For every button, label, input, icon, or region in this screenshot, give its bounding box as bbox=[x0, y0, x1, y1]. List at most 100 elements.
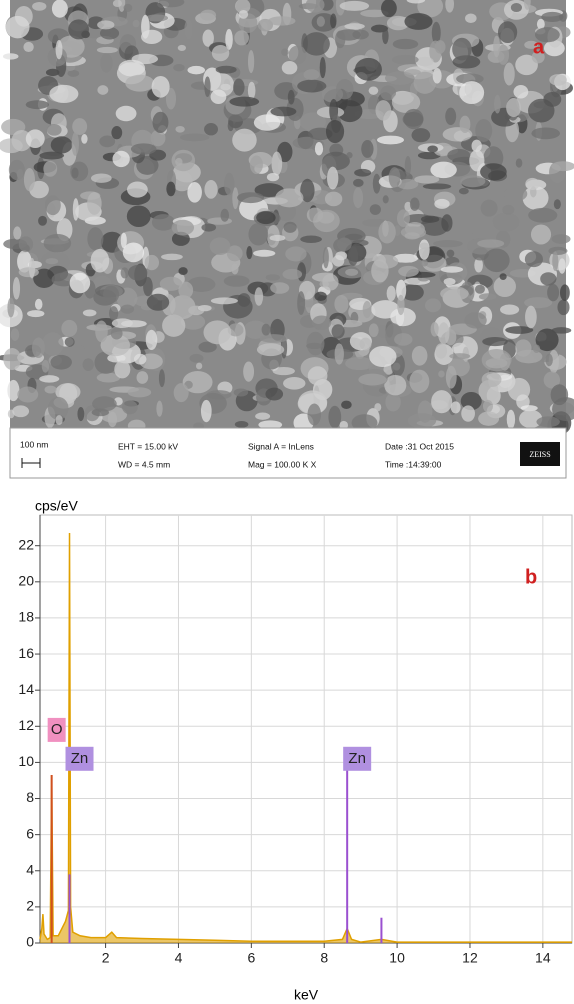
grain bbox=[50, 355, 71, 370]
grain bbox=[409, 370, 429, 393]
grain bbox=[335, 251, 347, 260]
grain bbox=[124, 4, 133, 12]
grain bbox=[100, 53, 112, 72]
grain bbox=[515, 339, 531, 356]
grain bbox=[17, 386, 38, 402]
info-text: Time :14:39:00 bbox=[385, 459, 442, 469]
grain bbox=[133, 20, 140, 28]
grain bbox=[441, 214, 452, 232]
grain bbox=[47, 124, 62, 136]
grain bbox=[268, 16, 296, 25]
grain bbox=[300, 236, 322, 243]
grain bbox=[184, 19, 193, 39]
grain bbox=[425, 298, 441, 312]
grain bbox=[248, 223, 268, 246]
grain bbox=[548, 247, 567, 255]
y-tick-label: 22 bbox=[18, 536, 34, 552]
grain bbox=[275, 188, 303, 207]
grain bbox=[423, 183, 451, 189]
grain bbox=[267, 173, 279, 181]
grain bbox=[95, 321, 108, 343]
grain bbox=[266, 274, 280, 280]
grain bbox=[528, 208, 557, 223]
grain bbox=[72, 132, 79, 156]
grain bbox=[404, 13, 432, 30]
grain bbox=[152, 112, 168, 133]
grain bbox=[511, 3, 522, 12]
y-tick-label: 16 bbox=[18, 645, 34, 661]
grain bbox=[174, 383, 189, 402]
grain bbox=[465, 13, 477, 23]
grain bbox=[507, 410, 515, 429]
grain bbox=[99, 136, 115, 148]
grain bbox=[39, 152, 64, 160]
info-text: WD = 4.5 mm bbox=[118, 459, 170, 469]
grain bbox=[459, 188, 469, 194]
grain bbox=[211, 297, 238, 304]
grain bbox=[315, 142, 323, 155]
grain bbox=[204, 76, 210, 97]
grain bbox=[524, 297, 552, 308]
grain bbox=[97, 85, 108, 95]
peak-label: O bbox=[51, 721, 63, 738]
grain bbox=[43, 161, 57, 177]
grain bbox=[127, 182, 148, 198]
grain bbox=[353, 179, 364, 187]
grain bbox=[516, 158, 523, 167]
grain bbox=[352, 30, 368, 40]
grain bbox=[180, 134, 210, 142]
grain bbox=[540, 272, 556, 285]
grain bbox=[204, 123, 218, 135]
grain bbox=[114, 360, 130, 378]
grain bbox=[256, 211, 276, 224]
grain bbox=[216, 66, 237, 74]
grain bbox=[239, 10, 248, 19]
grain bbox=[369, 346, 396, 367]
grain bbox=[56, 40, 63, 59]
grain bbox=[270, 282, 289, 294]
grain bbox=[44, 234, 72, 252]
grain bbox=[438, 322, 449, 344]
grain bbox=[531, 127, 560, 139]
grain bbox=[128, 387, 152, 397]
grain bbox=[513, 85, 528, 98]
grain bbox=[97, 20, 114, 29]
grain bbox=[371, 259, 388, 282]
grain bbox=[327, 167, 338, 190]
grain bbox=[369, 86, 379, 94]
grain bbox=[147, 294, 169, 311]
grain bbox=[341, 401, 352, 409]
y-tick-label: 12 bbox=[18, 717, 34, 733]
x-tick-label: 2 bbox=[102, 950, 110, 966]
grain bbox=[459, 81, 484, 104]
grain bbox=[178, 267, 187, 275]
grain bbox=[337, 237, 352, 250]
grain bbox=[335, 31, 345, 49]
grain bbox=[173, 64, 184, 71]
panel-label: a bbox=[533, 36, 545, 58]
grain bbox=[91, 174, 112, 183]
grain bbox=[353, 187, 363, 208]
grain bbox=[461, 405, 475, 421]
grain bbox=[56, 415, 63, 425]
grain bbox=[330, 14, 336, 29]
grain bbox=[421, 260, 429, 267]
grain bbox=[433, 68, 442, 84]
grain bbox=[410, 198, 420, 211]
grain bbox=[172, 220, 194, 236]
grain bbox=[7, 298, 14, 318]
grain bbox=[504, 186, 527, 201]
grain bbox=[127, 205, 151, 227]
grain bbox=[12, 405, 29, 417]
grain bbox=[201, 400, 212, 422]
grain bbox=[35, 299, 43, 310]
grain bbox=[228, 120, 234, 131]
grain bbox=[375, 100, 391, 121]
grain bbox=[412, 128, 431, 142]
grain bbox=[536, 416, 559, 427]
y-tick-label: 14 bbox=[18, 681, 34, 697]
grain bbox=[464, 312, 486, 328]
grain bbox=[166, 182, 175, 197]
grain bbox=[175, 126, 184, 133]
grain bbox=[87, 192, 102, 215]
